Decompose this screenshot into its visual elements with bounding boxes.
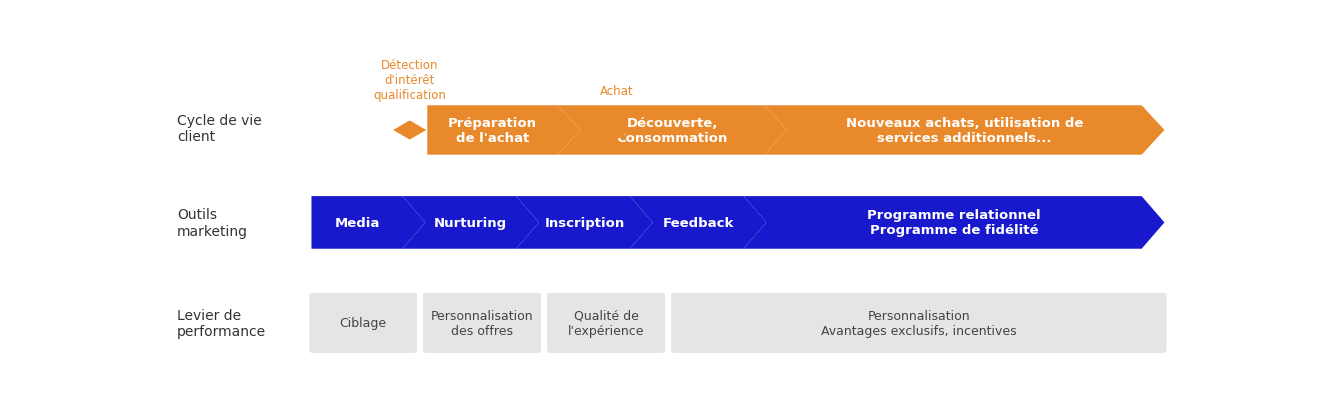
FancyBboxPatch shape bbox=[423, 293, 542, 353]
Text: Feedback: Feedback bbox=[663, 216, 734, 229]
Polygon shape bbox=[743, 197, 1165, 249]
Polygon shape bbox=[394, 121, 427, 140]
Text: Programme relationnel
Programme de fidélité: Programme relationnel Programme de fidél… bbox=[867, 209, 1041, 237]
Text: Levier de
performance: Levier de performance bbox=[177, 308, 267, 338]
Polygon shape bbox=[403, 197, 539, 249]
Polygon shape bbox=[516, 197, 652, 249]
Text: Découverte,
Consommation: Découverte, Consommation bbox=[616, 117, 728, 145]
Polygon shape bbox=[427, 106, 580, 155]
Text: Ciblage: Ciblage bbox=[340, 316, 387, 330]
Text: Qualité de
l'expérience: Qualité de l'expérience bbox=[568, 309, 644, 337]
FancyBboxPatch shape bbox=[547, 293, 666, 353]
Text: Cycle de vie
client: Cycle de vie client bbox=[177, 114, 261, 144]
Polygon shape bbox=[558, 106, 787, 155]
Polygon shape bbox=[600, 121, 634, 140]
Text: Nurturing: Nurturing bbox=[434, 216, 507, 229]
FancyBboxPatch shape bbox=[309, 293, 418, 353]
Text: Préparation
de l'achat: Préparation de l'achat bbox=[448, 117, 536, 145]
Text: Nouveaux achats, utilisation de
services additionnels...: Nouveaux achats, utilisation de services… bbox=[846, 117, 1083, 145]
Polygon shape bbox=[630, 197, 767, 249]
Polygon shape bbox=[312, 197, 426, 249]
Text: Media: Media bbox=[335, 216, 380, 229]
Text: Achat: Achat bbox=[600, 85, 634, 97]
Polygon shape bbox=[764, 106, 1165, 155]
Text: Inscription: Inscription bbox=[544, 216, 624, 229]
Text: Outils
marketing: Outils marketing bbox=[177, 208, 248, 238]
Text: Personnalisation
Avantages exclusifs, incentives: Personnalisation Avantages exclusifs, in… bbox=[820, 309, 1017, 337]
FancyBboxPatch shape bbox=[671, 293, 1166, 353]
Text: Personnalisation
des offres: Personnalisation des offres bbox=[431, 309, 534, 337]
Text: Détection
d'intérêt
qualification: Détection d'intérêt qualification bbox=[374, 59, 446, 102]
